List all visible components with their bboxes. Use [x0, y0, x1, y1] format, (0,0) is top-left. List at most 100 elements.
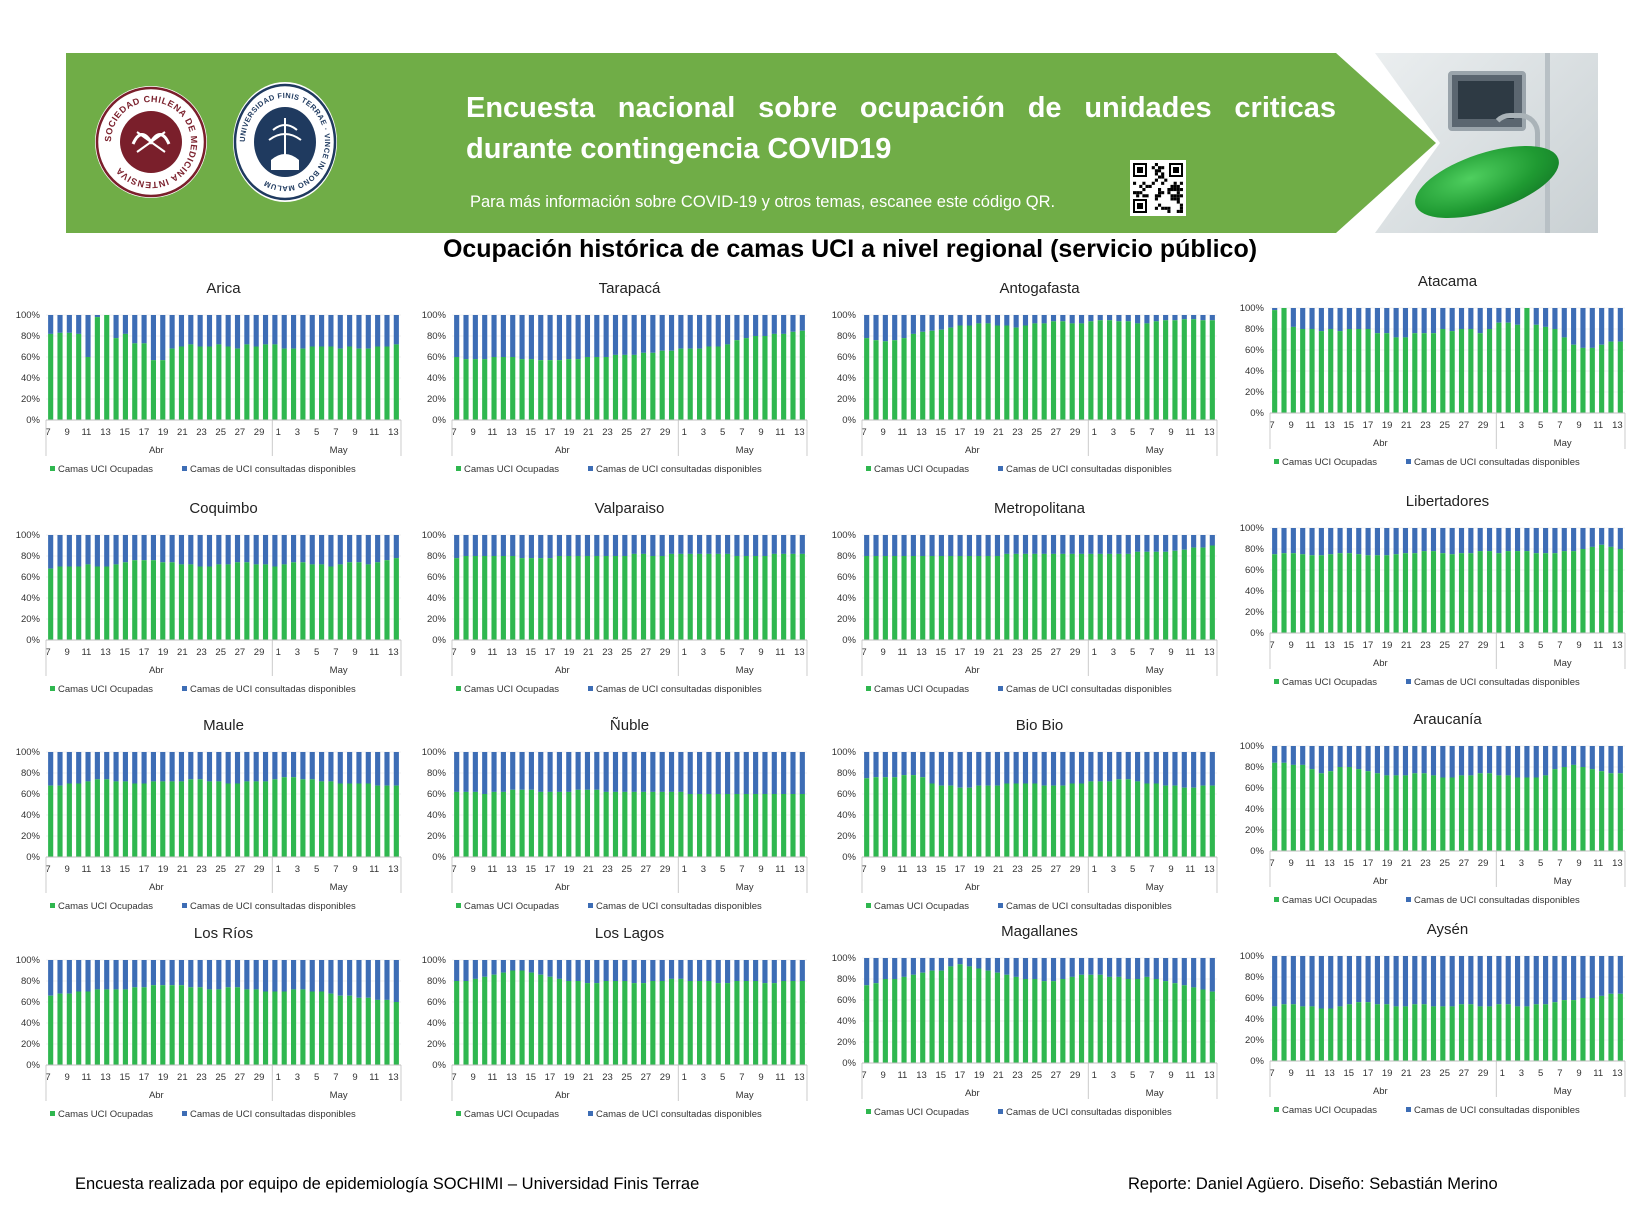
bar-available	[519, 960, 525, 971]
bar-occupied	[1060, 979, 1066, 1063]
bar-available	[538, 315, 544, 361]
bar-available	[169, 535, 175, 563]
bar-occupied	[1561, 767, 1567, 851]
bar-occupied	[1272, 1006, 1278, 1061]
bar-occupied	[650, 791, 656, 857]
bar-available	[864, 958, 870, 986]
month-label: Abr	[555, 445, 570, 456]
bar-available	[1281, 746, 1287, 763]
bar-occupied	[603, 556, 609, 640]
bar-occupied	[1328, 329, 1334, 413]
bar-occupied	[491, 974, 497, 1065]
bar-occupied	[1153, 551, 1159, 640]
x-tick-label: 29	[254, 647, 265, 658]
bar-occupied	[1300, 764, 1306, 851]
bar-available	[762, 535, 768, 556]
bar-occupied	[873, 340, 879, 420]
month-label: May	[1554, 1086, 1572, 1097]
qr-module	[1176, 200, 1180, 204]
bar-occupied	[1608, 773, 1614, 851]
bar-occupied	[225, 346, 231, 420]
bar-available	[1561, 956, 1567, 1001]
bar-occupied	[771, 553, 777, 640]
bar-available	[1505, 308, 1511, 323]
bar-available	[1088, 315, 1094, 322]
x-tick-label: 7	[333, 864, 338, 875]
bar-available	[790, 960, 796, 981]
bar-occupied	[948, 966, 954, 1063]
x-tick-label: 7	[333, 427, 338, 438]
x-tick-label: 19	[974, 1070, 985, 1081]
x-tick-label: 7	[861, 647, 866, 658]
bar-available	[696, 535, 703, 554]
bar-available	[584, 535, 591, 556]
bar-occupied	[1097, 320, 1103, 420]
qr-module	[1154, 172, 1158, 176]
bar-occupied	[160, 360, 166, 420]
y-tick-label: 80%	[837, 974, 857, 985]
bar-occupied	[375, 785, 381, 857]
bar-available	[687, 315, 693, 349]
bar-occupied	[668, 791, 675, 857]
bar-occupied	[1191, 987, 1197, 1063]
x-tick-label: 5	[720, 647, 725, 658]
x-tick-label: 1	[1092, 647, 1097, 658]
qr-code-icon[interactable]	[1130, 160, 1186, 216]
bar-occupied	[1153, 979, 1159, 1063]
x-tick-label: 9	[758, 647, 763, 658]
bar-occupied	[1374, 1004, 1381, 1061]
bar-available	[1060, 752, 1066, 786]
y-tick-label: 40%	[427, 1018, 447, 1029]
bar-available	[150, 960, 157, 986]
bar-available	[1022, 958, 1029, 979]
bar-available	[519, 315, 525, 360]
x-tick-label: 11	[81, 1072, 91, 1083]
y-tick-label: 20%	[1245, 1035, 1265, 1046]
bar-available	[584, 752, 591, 790]
x-tick-label: 19	[974, 427, 985, 438]
bar-occupied	[1430, 333, 1437, 413]
x-tick-label: 13	[506, 647, 517, 658]
bar-available	[734, 315, 740, 341]
x-tick-label: 17	[955, 647, 966, 658]
bar-available	[1486, 528, 1493, 552]
bar-occupied	[309, 564, 315, 640]
qr-module	[1167, 209, 1171, 213]
qr-module	[1179, 206, 1183, 210]
bar-available	[309, 960, 315, 992]
bar-available	[929, 958, 935, 971]
x-tick-label: 13	[916, 647, 927, 658]
bar-occupied	[1060, 785, 1066, 857]
bar-occupied	[538, 558, 544, 640]
bar-occupied	[1135, 781, 1141, 857]
bar-available	[384, 535, 390, 561]
qr-module	[1136, 191, 1140, 195]
bar-available	[1571, 956, 1577, 1001]
bar-occupied	[790, 981, 796, 1065]
bar-available	[85, 315, 91, 357]
bar-available	[393, 535, 399, 559]
legend-swatch-available	[182, 466, 187, 471]
y-tick-label: 40%	[21, 593, 41, 604]
x-tick-label: 29	[1478, 858, 1489, 869]
x-tick-label: 19	[974, 647, 985, 658]
bar-available	[528, 315, 534, 360]
bar-occupied	[1617, 549, 1623, 633]
bar-available	[901, 752, 907, 776]
bar-occupied	[966, 556, 973, 640]
bar-occupied	[910, 775, 916, 857]
qr-module	[1170, 184, 1174, 188]
y-tick-label: 0%	[432, 1060, 446, 1071]
bar-available	[1309, 308, 1315, 329]
bar-available	[141, 960, 147, 988]
legend-swatch-occupied	[50, 466, 55, 471]
bar-available	[132, 960, 138, 988]
bar-available	[1022, 752, 1029, 784]
bar-available	[873, 535, 879, 556]
x-tick-label: 27	[1051, 1070, 1062, 1081]
bar-occupied	[1290, 326, 1296, 413]
month-label: Abr	[149, 665, 164, 676]
bar-available	[1617, 746, 1623, 774]
x-tick-label: 3	[701, 427, 706, 438]
